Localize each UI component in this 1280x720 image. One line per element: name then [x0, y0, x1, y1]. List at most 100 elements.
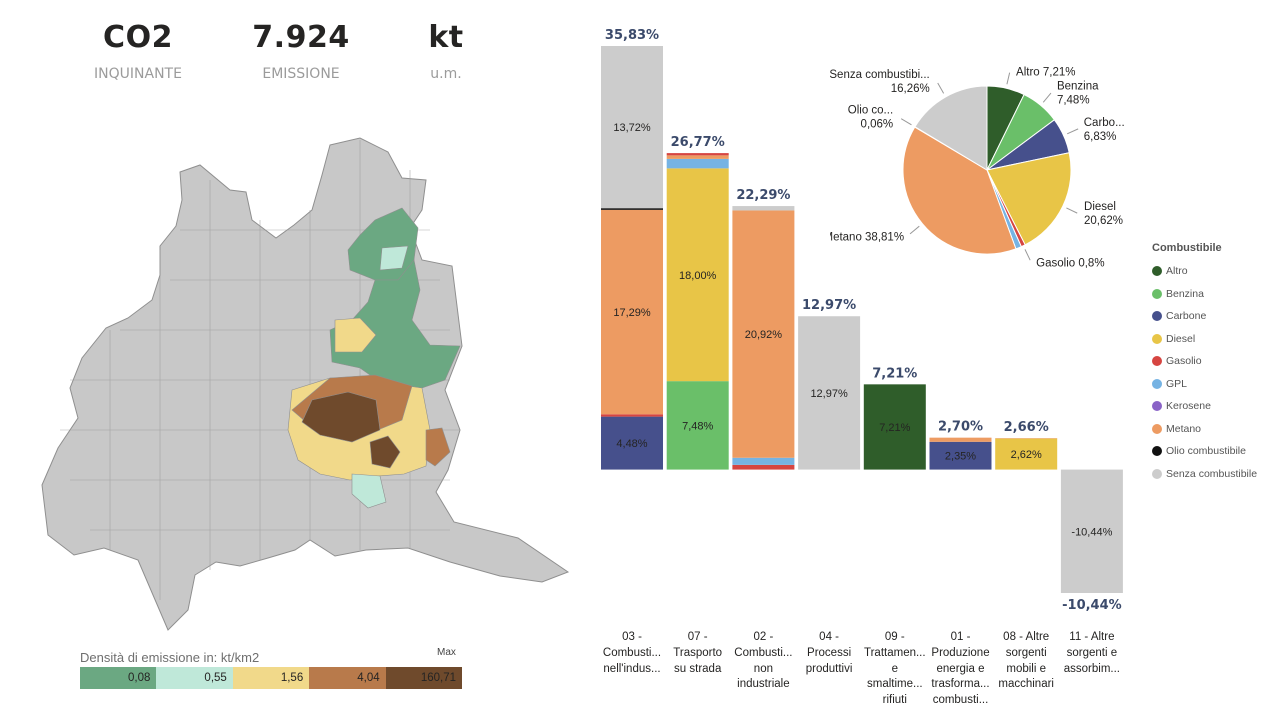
- category-label-line: smaltime...: [867, 678, 923, 691]
- category-label-line: macchinari: [998, 678, 1054, 691]
- emission-density-map[interactable]: [30, 130, 575, 645]
- legend-item[interactable]: Kerosene: [1152, 395, 1257, 418]
- category-label-line: rifiuti: [882, 694, 907, 707]
- category-label: 07 - Trasporto su strada: [665, 630, 731, 677]
- legend-label: Carbone: [1166, 310, 1207, 323]
- zone-light-green: [379, 245, 409, 271]
- legend-label: Olio combustibile: [1166, 445, 1246, 458]
- bar-total-label: -10,44%: [1062, 598, 1122, 613]
- kpi-pollutant: CO2 INQUINANTE: [63, 18, 213, 82]
- legend-item[interactable]: Metano: [1152, 418, 1257, 441]
- legend-marker: [1152, 288, 1162, 299]
- bar-segment[interactable]: [666, 168, 729, 382]
- legend-item[interactable]: Benzina: [1152, 283, 1257, 306]
- bar-segment[interactable]: [929, 441, 992, 470]
- legend-label: Gasolio: [1166, 355, 1202, 368]
- pie-slice-label: 7,48%: [1057, 95, 1090, 107]
- pie-slice-label: Olio co...: [848, 104, 893, 116]
- bar-total-label: 7,21%: [872, 366, 917, 381]
- legend-item[interactable]: Senza combustibile: [1152, 463, 1257, 486]
- density-cell[interactable]: 1,56: [232, 667, 310, 689]
- pie-slice-label: Metano 38,81%: [830, 231, 904, 243]
- category-label: 11 - Altre sorgenti e assorbim...: [1059, 630, 1125, 677]
- kpi-pollutant-value: CO2: [103, 20, 173, 55]
- bar-segment[interactable]: [732, 464, 795, 470]
- legend-title: Combustibile: [1152, 242, 1222, 254]
- category-label-line: Combusti...: [734, 646, 793, 659]
- pie-leader-line: [1042, 92, 1052, 103]
- fuel-legend: Combustibile Altro Benzina Carbone Diesel Ga…: [1152, 242, 1257, 485]
- legend-item[interactable]: Olio combustibile: [1152, 440, 1257, 463]
- category-label-line: industriale: [737, 678, 790, 691]
- kpi-pollutant-label: INQUINANTE: [94, 66, 182, 82]
- pie-leader-line: [1024, 249, 1031, 261]
- legend-label: Metano: [1166, 422, 1202, 435]
- bar-segment[interactable]: [601, 46, 663, 209]
- density-cell[interactable]: 160,71: [385, 667, 463, 689]
- density-max-label: Max: [437, 647, 456, 658]
- legend-marker: [1152, 266, 1162, 277]
- bar-segment[interactable]: [601, 414, 663, 417]
- bar-segment-label: 2,62%: [1011, 449, 1042, 461]
- legend-marker: [1152, 333, 1162, 344]
- category-label-line: nell'indus...: [603, 662, 661, 675]
- legend-label: Altro: [1166, 265, 1188, 278]
- bar-segment[interactable]: [995, 438, 1058, 470]
- bar-segment[interactable]: [666, 381, 729, 470]
- district-grid: [60, 140, 460, 600]
- legend-item[interactable]: Carbone: [1152, 305, 1257, 328]
- density-zones: [287, 207, 461, 509]
- bar-segment[interactable]: [798, 316, 861, 470]
- bar-segment[interactable]: [601, 209, 663, 415]
- category-label-line: Processi: [807, 646, 852, 659]
- legend-item[interactable]: GPL: [1152, 373, 1257, 396]
- legend-item[interactable]: Altro: [1152, 260, 1257, 283]
- bar-segment[interactable]: [863, 384, 926, 470]
- category-label-line: 03 -: [622, 631, 642, 643]
- category-label: 01 - Produzione energia e trasforma... combu…: [928, 630, 994, 709]
- legend-marker: [1152, 401, 1162, 412]
- legend-marker: [1152, 423, 1162, 434]
- bar-segment[interactable]: [601, 208, 663, 210]
- category-label: 09 - Trattamen... e smaltime... rifiuti: [862, 630, 928, 709]
- category-label-line: produttivi: [805, 662, 853, 675]
- bar-segment[interactable]: [732, 206, 795, 211]
- pie-leader-line: [900, 118, 912, 126]
- bar-segment[interactable]: [666, 155, 729, 159]
- legend-item[interactable]: Diesel: [1152, 328, 1257, 351]
- density-cell[interactable]: 0,55: [156, 667, 233, 689]
- bar-total-label: 2,70%: [938, 420, 983, 435]
- category-label-line: 07 -: [687, 631, 708, 643]
- category-label-line: 02 -: [753, 631, 774, 643]
- kpi-unit: kt u.m.: [371, 18, 521, 82]
- density-cell[interactable]: 0,08: [80, 667, 157, 689]
- fuel-pie-chart: Altro 7,21% Benzina 7,48% Carbo... 6,83% Dies…: [830, 66, 1125, 269]
- category-label-line: mobili e: [1006, 662, 1046, 675]
- pie-slice[interactable]: [986, 152, 1072, 246]
- bar-segment[interactable]: [732, 210, 795, 458]
- bar-segment[interactable]: [601, 416, 663, 470]
- category-label-line: 01 -: [950, 631, 971, 643]
- kpi-emission-value: 7.924: [252, 20, 350, 55]
- pie-slice-label: Senza combustibi...: [830, 69, 930, 81]
- legend-item[interactable]: Gasolio: [1152, 350, 1257, 373]
- legend-label: Kerosene: [1166, 400, 1211, 413]
- bar-segment[interactable]: [1060, 469, 1123, 593]
- kpi-emission: 7.924 EMISSIONE: [226, 18, 376, 82]
- bar-segment-label: 20,92%: [745, 329, 783, 341]
- pie-slice[interactable]: [902, 126, 1017, 255]
- bar-total-label: 26,77%: [671, 135, 725, 150]
- pie-slice[interactable]: [914, 85, 988, 171]
- density-title: Densità di emissione in: kt/km2: [80, 650, 260, 665]
- bar-segment[interactable]: [929, 437, 992, 442]
- pie-slice-label: Benzina: [1057, 81, 1099, 93]
- bar-segment[interactable]: [732, 457, 795, 465]
- kpi-unit-value: kt: [428, 20, 464, 55]
- bar-segment[interactable]: [666, 158, 729, 169]
- bar-segment-label: 7,21%: [879, 422, 910, 434]
- pie-leader-line: [1066, 207, 1078, 214]
- bar-segment[interactable]: [666, 153, 729, 156]
- category-label-line: Combusti...: [602, 646, 662, 659]
- sector-bar-chart: 4,48% 17,29% 13,72% 35,83% 7,48% 18,00% 26,77%…: [601, 28, 1123, 613]
- density-cell[interactable]: 4,04: [309, 667, 386, 689]
